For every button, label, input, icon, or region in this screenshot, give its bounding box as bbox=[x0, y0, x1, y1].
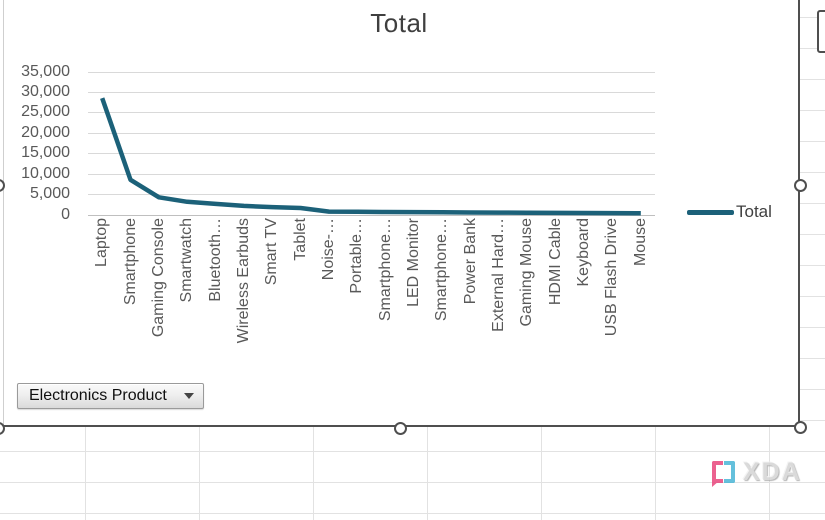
x-tick-label: Power Bank bbox=[461, 218, 479, 305]
filter-field-button[interactable]: Electronics Product bbox=[17, 383, 204, 409]
resize-handle-bottom-right[interactable] bbox=[793, 420, 807, 434]
x-tick-label: Smartphone bbox=[121, 218, 139, 306]
x-tick-label: Tablet bbox=[291, 218, 309, 261]
x-tick-label: Bluetooth… bbox=[206, 218, 224, 302]
x-tick-label: Laptop bbox=[93, 218, 111, 267]
xda-logo-icon bbox=[711, 459, 738, 487]
legend[interactable]: Total bbox=[687, 202, 772, 222]
gridline-y-5000 bbox=[88, 194, 655, 196]
x-tick-label: Smartphone… bbox=[433, 218, 451, 322]
y-tick-label: 0 bbox=[61, 205, 70, 223]
x-tick-label: Smartwatch bbox=[178, 218, 196, 303]
resize-handle-left-middle[interactable] bbox=[0, 178, 5, 192]
xda-watermark: XDA bbox=[711, 458, 802, 487]
chart-left-border bbox=[3, 0, 4, 427]
chart-title[interactable]: Total bbox=[370, 8, 428, 38]
dropdown-arrow-icon bbox=[184, 393, 194, 399]
chart-tools-panel-partial[interactable] bbox=[817, 10, 825, 53]
gridline-y-20000 bbox=[88, 132, 655, 134]
y-tick-label: 25,000 bbox=[21, 103, 70, 121]
gridline-y-10000 bbox=[88, 173, 655, 175]
x-tick-label: USB Flash Drive bbox=[603, 218, 621, 337]
y-tick-label: 15,000 bbox=[21, 144, 70, 162]
x-tick-label: External Hard… bbox=[490, 218, 508, 332]
xda-watermark-text: XDA bbox=[743, 458, 802, 486]
x-tick-label: Smart TV bbox=[263, 218, 281, 286]
x-tick-label: Mouse bbox=[631, 218, 649, 267]
x-tick-label: Gaming Console bbox=[149, 218, 167, 338]
filter-field-label: Electronics Product bbox=[29, 387, 167, 404]
x-tick-label: Portable… bbox=[348, 218, 366, 294]
y-tick-label: 20,000 bbox=[21, 123, 70, 141]
y-tick-label: 5,000 bbox=[29, 185, 70, 203]
y-tick-label: 30,000 bbox=[21, 82, 70, 100]
gridline-y-35000 bbox=[88, 71, 655, 73]
resize-handle-bottom-middle[interactable] bbox=[393, 421, 407, 435]
legend-label: Total bbox=[736, 202, 772, 221]
gridline-y-25000 bbox=[88, 112, 655, 114]
y-tick-label: 35,000 bbox=[21, 62, 70, 80]
resize-handle-bottom-left[interactable] bbox=[0, 421, 5, 435]
x-tick-label: Keyboard bbox=[575, 218, 593, 287]
gridline-y-30000 bbox=[88, 91, 655, 93]
gridline-y-15000 bbox=[88, 153, 655, 155]
x-tick-label: Smartphone… bbox=[376, 218, 394, 322]
resize-handle-right-middle[interactable] bbox=[793, 178, 807, 192]
x-tick-label: HDMI Cable bbox=[546, 218, 564, 306]
x-tick-label: Noise-… bbox=[319, 218, 337, 281]
y-tick-label: 10,000 bbox=[21, 164, 70, 182]
gridline-y-0 bbox=[88, 214, 655, 216]
chart-area[interactable]: Total bbox=[0, 0, 800, 427]
legend-line-marker bbox=[687, 209, 734, 215]
x-tick-label: Gaming Mouse bbox=[518, 218, 536, 327]
x-tick-label: LED Monitor bbox=[405, 218, 423, 307]
x-tick-label: Wireless Earbuds bbox=[234, 218, 252, 344]
